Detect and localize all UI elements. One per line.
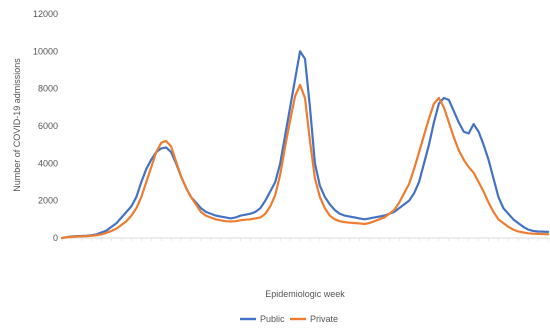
series-line-private xyxy=(60,83,550,240)
x-axis-tick-labels xyxy=(61,238,549,241)
y-axis-title: Number of COVID-19 admissions xyxy=(12,58,22,192)
y-tick-label: 4000 xyxy=(38,158,58,168)
y-tick-label: 2000 xyxy=(38,196,58,206)
y-tick-label: 12000 xyxy=(33,9,58,19)
x-axis-title: Epidemiologic week xyxy=(265,289,345,299)
series-group xyxy=(60,50,550,240)
series-line-public xyxy=(60,50,550,240)
legend: Public Private xyxy=(240,314,338,324)
y-tick-label: 6000 xyxy=(38,121,58,131)
y-tick-label: 8000 xyxy=(38,84,58,94)
y-axis-title-group: Number of COVID-19 admissions xyxy=(12,58,22,192)
y-tick-label: 0 xyxy=(53,233,58,243)
y-axis-ticks: 0 2000 4000 6000 8000 10000 12000 xyxy=(33,9,58,243)
y-tick-label: 10000 xyxy=(33,46,58,56)
legend-label-private: Private xyxy=(310,314,338,324)
legend-label-public: Public xyxy=(260,314,285,324)
